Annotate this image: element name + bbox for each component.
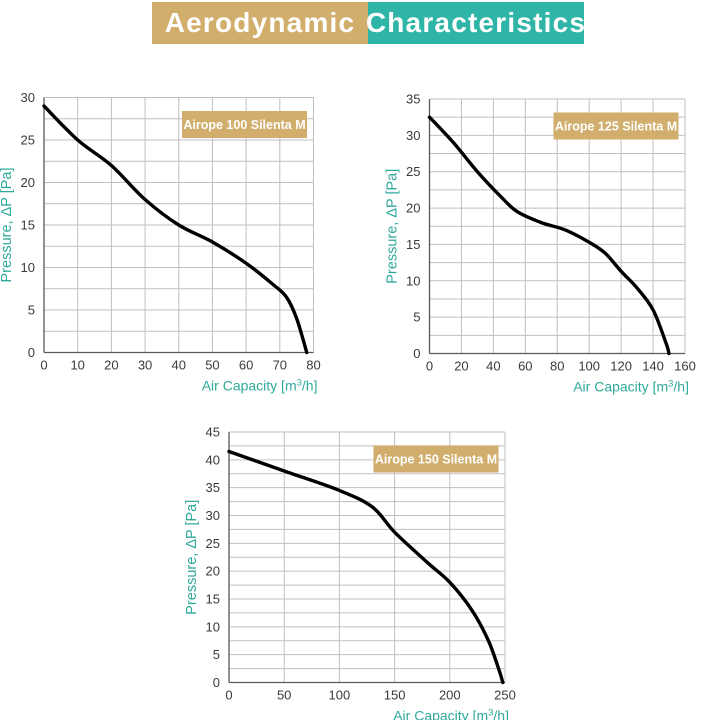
svg-text:15: 15 xyxy=(406,237,420,252)
svg-text:45: 45 xyxy=(206,425,220,440)
svg-text:40: 40 xyxy=(486,359,500,374)
svg-text:Airope 150 Silenta M: Airope 150 Silenta M xyxy=(375,453,497,467)
svg-text:10: 10 xyxy=(406,273,420,288)
svg-text:20: 20 xyxy=(104,358,118,373)
svg-text:0: 0 xyxy=(28,345,35,360)
svg-text:40: 40 xyxy=(206,452,220,467)
svg-text:30: 30 xyxy=(138,358,152,373)
svg-text:80: 80 xyxy=(306,358,320,373)
svg-text:35: 35 xyxy=(206,480,220,495)
svg-text:35: 35 xyxy=(406,92,420,107)
svg-text:Air Capacity [m3/h]: Air Capacity [m3/h] xyxy=(202,377,318,394)
svg-text:20: 20 xyxy=(454,359,468,374)
svg-text:0: 0 xyxy=(213,675,220,690)
svg-text:25: 25 xyxy=(406,164,420,179)
svg-text:0: 0 xyxy=(225,688,232,703)
svg-text:25: 25 xyxy=(21,133,35,148)
svg-text:30: 30 xyxy=(206,508,220,523)
svg-text:50: 50 xyxy=(277,688,291,703)
svg-text:100: 100 xyxy=(329,688,351,703)
svg-text:120: 120 xyxy=(610,359,632,374)
svg-text:10: 10 xyxy=(21,260,35,275)
svg-text:40: 40 xyxy=(172,358,186,373)
svg-text:20: 20 xyxy=(206,564,220,579)
svg-text:20: 20 xyxy=(406,201,420,216)
svg-text:70: 70 xyxy=(273,358,287,373)
svg-text:30: 30 xyxy=(21,90,35,105)
svg-text:15: 15 xyxy=(21,218,35,233)
svg-text:10: 10 xyxy=(70,358,84,373)
svg-text:Air Capacity [m3/h]: Air Capacity [m3/h] xyxy=(393,707,509,720)
svg-text:Pressure, ΔP [Pa]: Pressure, ΔP [Pa] xyxy=(184,500,200,615)
svg-text:0: 0 xyxy=(426,359,433,374)
svg-text:Pressure, ΔP [Pa]: Pressure, ΔP [Pa] xyxy=(385,169,401,284)
svg-text:15: 15 xyxy=(206,592,220,607)
svg-text:Pressure, ΔP [Pa]: Pressure, ΔP [Pa] xyxy=(0,168,15,283)
svg-text:0: 0 xyxy=(413,346,420,361)
svg-text:160: 160 xyxy=(674,359,696,374)
svg-text:80: 80 xyxy=(550,359,564,374)
svg-text:Airope 125 Silenta M: Airope 125 Silenta M xyxy=(555,120,677,134)
svg-text:25: 25 xyxy=(206,536,220,551)
svg-text:100: 100 xyxy=(578,359,600,374)
svg-text:150: 150 xyxy=(384,688,406,703)
svg-text:60: 60 xyxy=(239,358,253,373)
svg-text:5: 5 xyxy=(28,303,35,318)
svg-text:60: 60 xyxy=(518,359,532,374)
svg-text:0: 0 xyxy=(40,358,47,373)
svg-text:5: 5 xyxy=(413,310,420,325)
svg-text:20: 20 xyxy=(21,175,35,190)
svg-text:200: 200 xyxy=(439,688,461,703)
svg-text:50: 50 xyxy=(205,358,219,373)
svg-text:5: 5 xyxy=(213,647,220,662)
svg-text:Airope 100 Silenta M: Airope 100 Silenta M xyxy=(183,118,305,132)
svg-text:30: 30 xyxy=(406,128,420,143)
svg-text:140: 140 xyxy=(642,359,664,374)
svg-text:10: 10 xyxy=(206,619,220,634)
svg-text:Air Capacity [m3/h]: Air Capacity [m3/h] xyxy=(573,378,689,395)
svg-text:250: 250 xyxy=(494,688,516,703)
